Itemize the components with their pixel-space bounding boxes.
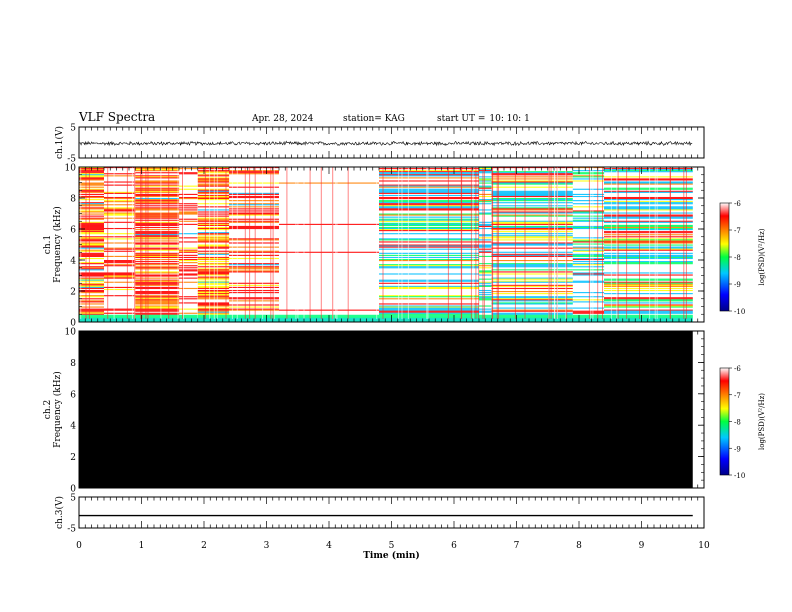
chart-title: VLF Spectra bbox=[79, 110, 156, 124]
ch1-segment-9 bbox=[491, 167, 573, 323]
xtick-label-7: 7 bbox=[514, 541, 520, 551]
xtick-label-4: 4 bbox=[326, 541, 332, 551]
station-label: station= KAG bbox=[343, 114, 405, 124]
ytick-label-3-2: 2 bbox=[70, 453, 76, 463]
ytick-label-2-10: 10 bbox=[65, 164, 77, 174]
ytick-label-4-5: 5 bbox=[70, 494, 76, 504]
start-time-value: 10: 10: 1 bbox=[489, 114, 530, 124]
colorbar-2 bbox=[719, 367, 730, 476]
ytick-label-2-2: 2 bbox=[70, 288, 76, 298]
xtick-label-1: 1 bbox=[139, 541, 145, 551]
ch1-segment-10 bbox=[572, 167, 605, 323]
ytick-label-3-10: 10 bbox=[65, 328, 77, 338]
xtick-label-5: 5 bbox=[389, 541, 395, 551]
ytick-label-1-5: 5 bbox=[70, 124, 76, 134]
colorbar-tick-2--6: -6 bbox=[734, 365, 741, 373]
ch1-segment-2 bbox=[135, 167, 180, 323]
colorbar-tick-2--7: -7 bbox=[734, 392, 741, 400]
ylabel-2-1: Frequency (kHz) bbox=[52, 206, 63, 283]
colorbar-tick-2--9: -9 bbox=[734, 445, 741, 453]
ytick-label-3-8: 8 bbox=[70, 359, 76, 369]
xtick-label-8: 8 bbox=[576, 541, 582, 551]
ytick-label-2-4: 4 bbox=[70, 257, 76, 267]
ytick-label-3-4: 4 bbox=[70, 422, 76, 432]
colorbar-1 bbox=[719, 202, 730, 312]
xtick-label-10: 10 bbox=[698, 541, 710, 551]
colorbar-label-2: log(PSD)(V²/Hz) bbox=[758, 393, 766, 450]
xtick-label-3: 3 bbox=[264, 541, 270, 551]
ch1-segment-3 bbox=[179, 167, 199, 323]
xtick-label-0: 0 bbox=[76, 541, 82, 551]
ch1-segment-11 bbox=[604, 167, 693, 323]
ytick-label-2-6: 6 bbox=[70, 226, 76, 236]
ch1-segment-8 bbox=[479, 167, 492, 323]
ylabel-3-1: Frequency (kHz) bbox=[52, 371, 63, 448]
xtick-label-6: 6 bbox=[451, 541, 457, 551]
ch1-segment-4 bbox=[197, 167, 230, 323]
ylabel-2-0: ch.1 bbox=[43, 235, 53, 254]
ch1-segment-5 bbox=[229, 167, 279, 323]
xtick-label-2: 2 bbox=[201, 541, 207, 551]
colorbar-tick-1--8: -8 bbox=[734, 254, 741, 262]
ylabel-4-0: ch.3(V) bbox=[54, 496, 65, 529]
ytick-label-3-6: 6 bbox=[70, 390, 76, 400]
colorbar-tick-1--7: -7 bbox=[734, 227, 741, 235]
colorbar-tick-2--8: -8 bbox=[734, 419, 741, 427]
ytick-label-2-0: 0 bbox=[70, 319, 76, 329]
colorbar-tick-1--9: -9 bbox=[734, 281, 741, 289]
ch1-segment-6 bbox=[279, 167, 379, 323]
ytick-label-3-0: 0 bbox=[70, 485, 76, 495]
xtick-label-9: 9 bbox=[639, 541, 645, 551]
start-time-label: start UT = 10: 10: 1 bbox=[437, 114, 534, 124]
colorbar-tick-1--10: -10 bbox=[734, 308, 745, 316]
ch1-segment-1 bbox=[104, 167, 136, 323]
start-label: start UT = bbox=[437, 114, 486, 124]
ch1-spectrogram-image bbox=[79, 167, 693, 323]
ch1-segment-0 bbox=[79, 167, 104, 323]
colorbar-tick-2--10: -10 bbox=[734, 472, 745, 480]
ylabel-1-0: ch.1(V) bbox=[54, 126, 65, 159]
ch1-segment-7 bbox=[379, 167, 480, 323]
colorbar-label-1: log(PSD)(V²/Hz) bbox=[758, 228, 766, 285]
panels-layer bbox=[78, 140, 693, 517]
xaxis-label: Time (min) bbox=[363, 550, 420, 561]
ylabel-3-0: ch.2 bbox=[43, 400, 53, 419]
colorbar-tick-1--6: -6 bbox=[734, 200, 741, 208]
date-label: Apr. 28, 2024 bbox=[252, 114, 314, 124]
ch1-waveform-line bbox=[78, 140, 693, 147]
ytick-label-1--5: -5 bbox=[67, 155, 76, 165]
ytick-label-4--5: -5 bbox=[67, 525, 76, 535]
ch2-spectrogram-fill bbox=[79, 331, 693, 488]
ytick-label-2-8: 8 bbox=[70, 195, 76, 205]
